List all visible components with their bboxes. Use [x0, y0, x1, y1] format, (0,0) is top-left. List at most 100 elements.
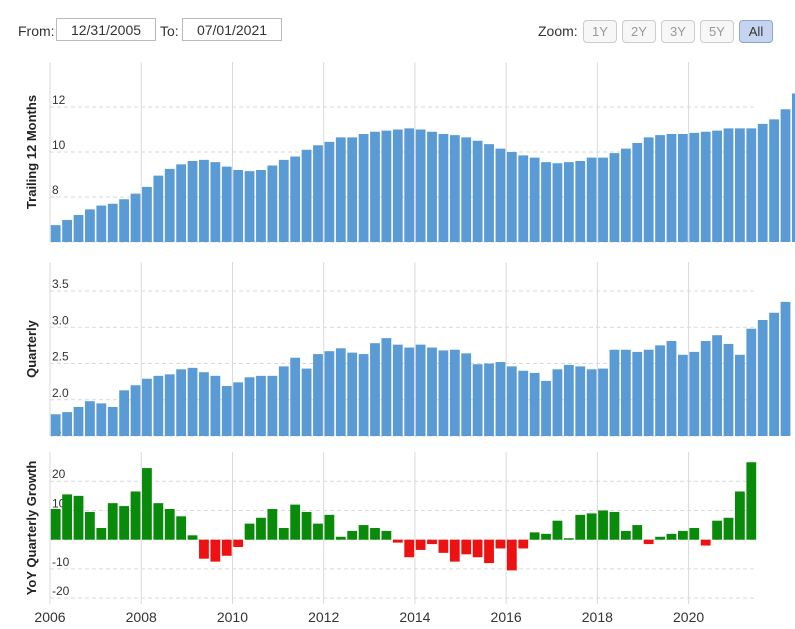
chart-bar	[415, 539, 426, 550]
chart-bar	[586, 513, 597, 540]
chart-bar	[62, 494, 73, 540]
chart-bar	[267, 375, 278, 436]
chart-bar	[142, 186, 152, 242]
chart-bar	[256, 375, 266, 436]
zoom-3y-button[interactable]: 3Y	[661, 20, 695, 43]
chart-bar	[461, 137, 472, 242]
chart-bar	[449, 349, 460, 436]
zoom-5y-button[interactable]: 5Y	[700, 20, 734, 43]
chart-bar	[404, 539, 415, 558]
chart-bar	[278, 528, 289, 540]
chart-bar	[598, 368, 608, 436]
from-date-input[interactable]: 12/31/2005	[56, 18, 156, 41]
chart-bar	[438, 350, 449, 436]
chart-bar	[655, 135, 665, 242]
chart-bar	[301, 368, 312, 436]
chart-bar	[598, 157, 608, 242]
chart-bar	[119, 506, 130, 540]
chart-bar	[392, 344, 403, 436]
chart-bar	[164, 509, 175, 540]
chart-bar	[552, 369, 563, 436]
chart-bar	[62, 219, 73, 242]
chart-bar	[620, 530, 631, 540]
chart-bar	[301, 511, 312, 540]
chart-bar	[130, 491, 141, 540]
to-date-input[interactable]: 07/01/2021	[182, 18, 282, 41]
chart-bar	[734, 354, 745, 436]
chart-bar	[233, 170, 244, 242]
chart-bar	[278, 366, 289, 436]
chart-bar	[712, 520, 722, 540]
zoom-1y-button[interactable]: 1Y	[583, 20, 617, 43]
chart-bar	[472, 539, 483, 558]
chart-bar	[598, 510, 608, 540]
zoom-2y-button[interactable]: 2Y	[622, 20, 656, 43]
chart-bar	[495, 539, 506, 549]
chart-bar	[221, 166, 232, 242]
chart-bar	[73, 495, 84, 540]
chart-bar	[210, 375, 221, 436]
chart-bar	[244, 523, 255, 540]
y-tick-label: -20	[52, 584, 70, 598]
chart-bar	[484, 363, 494, 436]
chart-bar	[700, 131, 711, 242]
chart-bar	[335, 137, 346, 242]
chart-bar	[461, 353, 472, 436]
chart-bar	[712, 130, 722, 242]
y-tick-label: 20	[52, 467, 66, 481]
zoom-all-button[interactable]: All	[739, 20, 773, 43]
chart-bar	[620, 148, 631, 242]
chart-bar	[381, 130, 392, 242]
chart-bar	[689, 132, 700, 242]
chart-bar	[655, 536, 665, 540]
x-tick-label: 2012	[308, 609, 339, 625]
chart-bar	[563, 538, 574, 540]
chart-bar	[381, 338, 392, 436]
chart-bar	[769, 312, 780, 436]
chart-bar	[85, 209, 95, 242]
y-axis-title: Trailing 12 Months	[24, 95, 39, 209]
chart-bar	[85, 511, 95, 540]
chart-bar	[427, 539, 437, 545]
chart-bar	[244, 171, 255, 242]
chart-bar	[96, 528, 107, 540]
chart-bar	[392, 539, 403, 543]
y-tick-label: 8	[52, 183, 59, 197]
chart-bar	[50, 225, 61, 242]
chart-bar	[563, 162, 574, 242]
chart-bar	[267, 165, 278, 242]
chart-bar	[210, 539, 221, 562]
chart-bar	[449, 539, 460, 562]
chart-bar	[712, 335, 722, 436]
chart-bar	[233, 539, 244, 547]
chart-bar	[506, 152, 517, 242]
chart-bar	[153, 175, 164, 242]
chart-bar	[677, 134, 688, 242]
chart-bar	[529, 372, 540, 436]
chart-bar	[769, 119, 780, 242]
chart-bar	[313, 145, 323, 242]
chart-bar	[677, 530, 688, 540]
chart-bar	[689, 528, 700, 540]
chart-bar	[746, 128, 757, 242]
y-axis-title: Quarterly	[24, 319, 39, 378]
chart-bar	[119, 199, 130, 242]
x-tick-label: 2014	[399, 609, 430, 625]
chart-bar	[734, 128, 745, 242]
chart-bar	[575, 514, 586, 540]
zoom-label: Zoom:	[538, 23, 578, 39]
chart-bar	[541, 162, 551, 242]
x-tick-label: 2008	[126, 609, 157, 625]
chart-bar	[290, 357, 301, 436]
y-tick-label: -10	[52, 555, 70, 569]
chart-bar	[290, 504, 301, 540]
chart-bar	[313, 354, 323, 436]
chart-bar	[244, 377, 255, 436]
chart-bar	[780, 301, 791, 436]
chart-bar	[142, 378, 152, 436]
chart-bar	[358, 525, 369, 540]
chart-bar	[780, 109, 791, 242]
chart-bar	[632, 525, 643, 540]
chart-bar	[335, 536, 346, 540]
